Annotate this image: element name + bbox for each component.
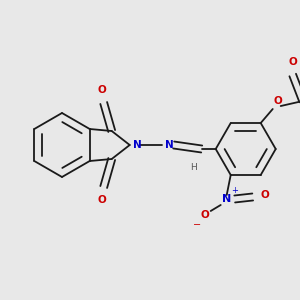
Text: O: O — [200, 210, 209, 220]
Text: O: O — [97, 195, 106, 205]
Text: O: O — [261, 190, 269, 200]
Text: −: − — [193, 220, 201, 230]
Text: H: H — [190, 163, 197, 172]
Text: +: + — [231, 187, 238, 196]
Text: O: O — [288, 57, 297, 67]
Text: N: N — [222, 194, 231, 204]
Text: O: O — [274, 96, 283, 106]
Text: N: N — [165, 140, 173, 150]
Text: O: O — [97, 85, 106, 95]
Text: N: N — [133, 140, 142, 150]
